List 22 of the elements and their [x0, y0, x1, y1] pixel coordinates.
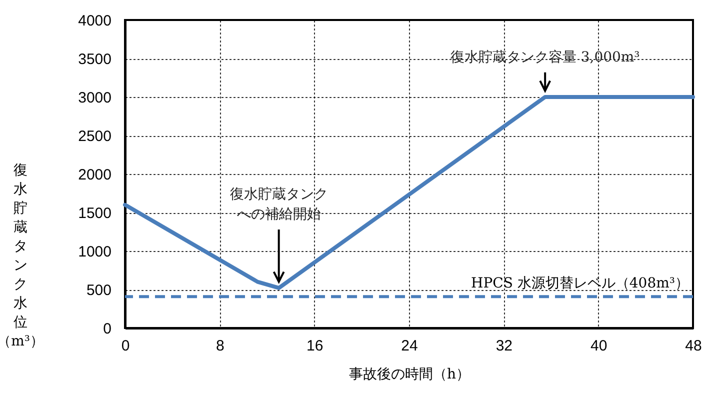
- y-tick-label: 2000: [78, 166, 112, 184]
- y-tick-label: 500: [86, 282, 112, 299]
- x-tick-label: 32: [496, 338, 513, 354]
- y-tick-label: 0: [103, 320, 112, 338]
- x-axis-title: 事故後の時間（h）: [348, 366, 470, 382]
- y-tick-label: 1000: [78, 244, 112, 260]
- ref-line-label: HPCS 水源切替レベル（408m³）: [471, 276, 689, 292]
- y-tick-label: 4000: [78, 12, 112, 30]
- text: 復水貯蔵タンク水位（m³）: [0, 162, 44, 350]
- y-tick-label: 3000: [78, 90, 112, 106]
- annotation: 復水貯蔵タンク容量 3,000m³: [450, 49, 640, 66]
- y-tick-label: 2500: [78, 128, 112, 145]
- x-tick-label: 24: [401, 338, 418, 354]
- x-tick-label: 0: [121, 338, 130, 354]
- line-series: [123, 95, 695, 290]
- x-tick-label: 16: [306, 338, 324, 354]
- y-tick-label: 3500: [78, 51, 112, 68]
- x-tick-label: 8: [216, 338, 224, 354]
- x-tick-label: 48: [685, 338, 702, 354]
- y-tick-label: 1500: [78, 205, 112, 222]
- x-tick-label: 40: [590, 338, 608, 354]
- annotation: 復水貯蔵タンクへの補給開始: [230, 186, 328, 222]
